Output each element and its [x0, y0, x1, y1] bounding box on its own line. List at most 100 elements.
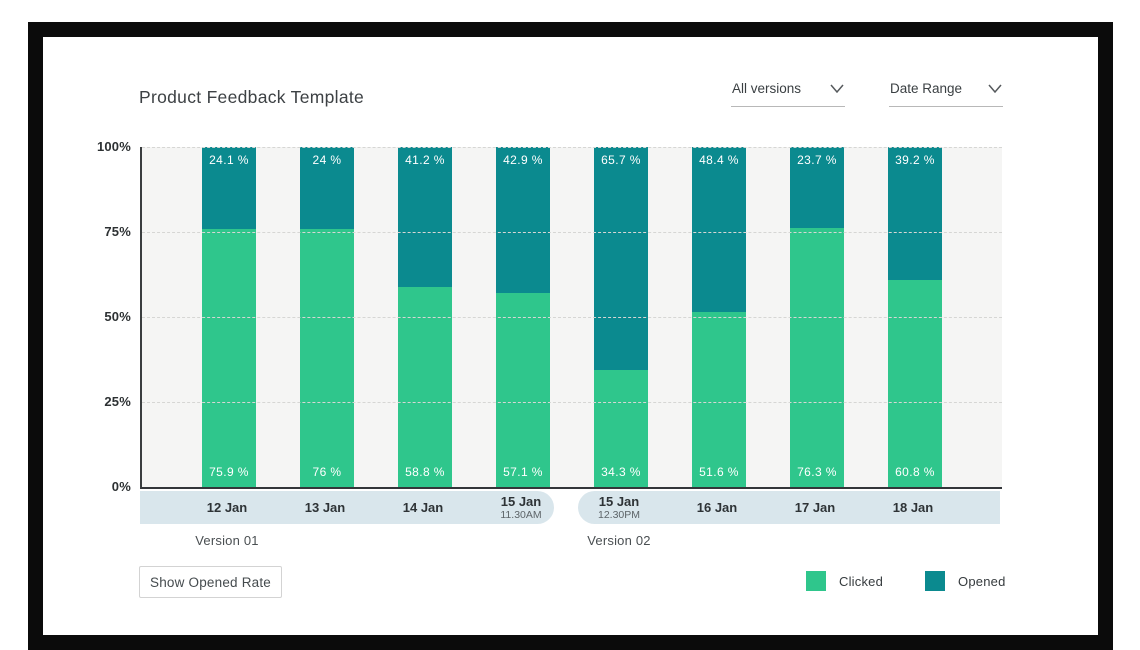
x-tick: 15 Jan 11.30AM	[472, 491, 570, 524]
legend-item-opened[interactable]: Opened	[925, 571, 1005, 591]
versions-dropdown[interactable]: All versions	[731, 81, 845, 107]
bar-17-jan[interactable]: 23.7 % 76.3 %	[790, 147, 844, 487]
bar-slot: 41.2 % 58.8 %	[376, 147, 474, 487]
page-title: Product Feedback Template	[139, 87, 365, 107]
x-labels: 12 Jan 13 Jan 14 Jan 15 Jan 11.30AM 15 Jan 12.…	[140, 491, 1000, 524]
bar-segment-opened[interactable]: 39.2 %	[888, 147, 942, 281]
clicked-value-label: 75.9 %	[209, 464, 249, 479]
opened-value-label: 42.9 %	[503, 153, 543, 167]
bar-segment-opened[interactable]: 65.7 %	[594, 147, 648, 371]
clicked-value-label: 76.3 %	[797, 464, 837, 479]
bar-segment-clicked[interactable]: 76.3 %	[790, 227, 844, 487]
bar-18-jan[interactable]: 39.2 % 60.8 %	[888, 147, 942, 487]
legend: Clicked Opened	[806, 571, 1006, 591]
chevron-down-icon	[988, 84, 1002, 93]
opened-value-label: 23.7 %	[797, 153, 837, 167]
version-01-label: Version 01	[195, 533, 259, 548]
plot-area: 24.1 % 75.9 % 24 % 76 % 41.2 % 58.8 % 42.9 % 57…	[140, 147, 1002, 489]
chevron-down-icon	[830, 84, 844, 93]
x-tick-label: 15 Jan	[500, 494, 542, 509]
x-tick: 14 Jan	[374, 491, 472, 524]
legend-label-opened: Opened	[958, 573, 1006, 589]
bar-segment-clicked[interactable]: 60.8 %	[888, 280, 942, 487]
version-02-label: Version 02	[587, 533, 651, 548]
x-tick: 17 Jan	[766, 491, 864, 524]
x-tick-label: 17 Jan	[794, 500, 836, 515]
bar-16-jan[interactable]: 48.4 % 51.6 %	[692, 147, 746, 487]
x-axis: 12 Jan 13 Jan 14 Jan 15 Jan 11.30AM 15 Jan 12.…	[140, 491, 1000, 524]
clicked-value-label: 60.8 %	[895, 464, 935, 479]
y-tick-label: 75%	[104, 224, 131, 239]
bar-segment-clicked[interactable]: 51.6 %	[692, 311, 746, 487]
bar-14-jan[interactable]: 41.2 % 58.8 %	[398, 147, 452, 487]
clicked-swatch-icon	[806, 571, 826, 591]
opened-value-label: 24 %	[312, 153, 342, 167]
show-opened-rate-button[interactable]: Show Opened Rate	[139, 566, 282, 598]
bar-15-jan-12-30pm[interactable]: 65.7 % 34.3 %	[594, 147, 648, 487]
device-frame: Product Feedback Template All versions D…	[28, 22, 1113, 650]
x-tick: 12 Jan	[178, 491, 276, 524]
bar-slot: 39.2 % 60.8 %	[866, 147, 964, 487]
x-axis-band-version-02	[578, 491, 1000, 524]
bar-segment-clicked[interactable]: 75.9 %	[202, 228, 256, 487]
opened-value-label: 65.7 %	[601, 153, 641, 167]
versions-dropdown-label: All versions	[732, 81, 802, 96]
opened-swatch-icon	[925, 571, 946, 591]
bar-segment-clicked[interactable]: 57.1 %	[496, 292, 550, 487]
x-tick-label: 15 Jan	[598, 494, 640, 509]
x-tick-label: 12 Jan	[206, 500, 248, 515]
bar-segment-opened[interactable]: 23.7 %	[790, 147, 844, 228]
y-tick-label: 0%	[111, 479, 131, 494]
bar-segment-opened[interactable]: 42.9 %	[496, 147, 550, 293]
x-tick-label: 13 Jan	[304, 500, 346, 515]
bar-segment-clicked[interactable]: 76 %	[300, 228, 354, 487]
bar-segment-opened[interactable]: 48.4 %	[692, 147, 746, 312]
x-tick: 16 Jan	[668, 491, 766, 524]
gridline	[142, 402, 1002, 403]
dashboard: Product Feedback Template All versions D…	[43, 37, 1098, 635]
bar-segment-clicked[interactable]: 34.3 %	[594, 370, 648, 487]
y-tick-label: 50%	[104, 309, 131, 324]
bar-13-jan[interactable]: 24 % 76 %	[300, 147, 354, 487]
x-tick-label: 16 Jan	[696, 500, 738, 515]
y-tick-label: 25%	[104, 394, 131, 409]
gridline	[142, 232, 1002, 233]
opened-value-label: 39.2 %	[895, 153, 935, 167]
bars: 24.1 % 75.9 % 24 % 76 % 41.2 % 58.8 % 42.9 % 57…	[142, 147, 1002, 487]
bar-slot: 48.4 % 51.6 %	[670, 147, 768, 487]
bar-15-jan-11-30am[interactable]: 42.9 % 57.1 %	[496, 147, 550, 487]
opened-value-label: 41.2 %	[405, 153, 445, 167]
gridline	[142, 317, 1002, 318]
x-tick: 13 Jan	[276, 491, 374, 524]
date-range-dropdown-label: Date Range	[890, 81, 963, 96]
clicked-value-label: 51.6 %	[699, 464, 739, 479]
x-tick: 18 Jan	[864, 491, 962, 524]
y-axis: 100% 75% 50% 25% 0%	[43, 139, 131, 495]
bar-segment-opened[interactable]: 41.2 %	[398, 147, 452, 288]
bar-segment-opened[interactable]: 24.1 %	[202, 147, 256, 229]
bar-segment-clicked[interactable]: 58.8 %	[398, 287, 452, 487]
date-range-dropdown[interactable]: Date Range	[889, 81, 1003, 107]
bar-slot: 24 % 76 %	[278, 147, 376, 487]
x-tick-label: 18 Jan	[892, 500, 934, 515]
bar-12-jan[interactable]: 24.1 % 75.9 %	[202, 147, 256, 487]
bar-slot: 24.1 % 75.9 %	[180, 147, 278, 487]
y-tick-label: 100%	[96, 139, 131, 154]
opened-value-label: 24.1 %	[209, 153, 249, 167]
legend-item-clicked[interactable]: Clicked	[806, 571, 883, 591]
opened-value-label: 48.4 %	[699, 153, 739, 167]
clicked-value-label: 57.1 %	[503, 464, 543, 479]
legend-label-clicked: Clicked	[839, 573, 884, 589]
clicked-value-label: 34.3 %	[601, 464, 641, 479]
bar-slot: 23.7 % 76.3 %	[768, 147, 866, 487]
bar-slot: 65.7 % 34.3 %	[572, 147, 670, 487]
bar-slot: 42.9 % 57.1 %	[474, 147, 572, 487]
gridline	[142, 147, 1002, 148]
bar-segment-opened[interactable]: 24 %	[300, 147, 354, 229]
x-tick-sublabel: 12.30PM	[597, 509, 641, 521]
x-axis-band-version-01	[140, 491, 554, 524]
x-tick-sublabel: 11.30AM	[500, 509, 542, 521]
x-tick: 15 Jan 12.30PM	[570, 491, 668, 524]
clicked-value-label: 58.8 %	[405, 464, 445, 479]
x-tick-label: 14 Jan	[402, 500, 444, 515]
